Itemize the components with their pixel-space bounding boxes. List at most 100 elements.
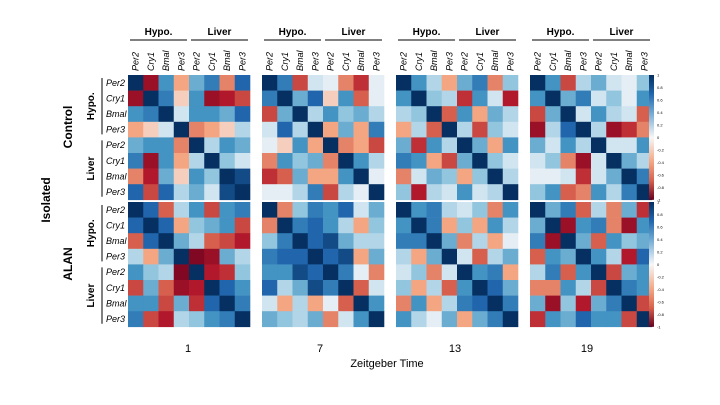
heatmap-cell (158, 184, 175, 201)
heatmap-cell (560, 280, 577, 296)
heatmap-cell (487, 202, 504, 218)
heatmap-cell (396, 168, 412, 185)
heatmap-cell (323, 121, 339, 138)
column-gene-label: Per2 (533, 52, 543, 71)
heatmap-cell (323, 75, 339, 91)
heatmap-cell (234, 106, 251, 123)
heatmap-cell (158, 311, 175, 328)
heatmap-cell (368, 202, 385, 218)
time-label-19: 19 (581, 343, 593, 355)
heatmap-cell (575, 264, 592, 281)
heatmap-cell (396, 137, 412, 154)
heatmap-cell (219, 248, 236, 265)
heatmap-cell (219, 168, 236, 185)
heatmap-cell (426, 217, 443, 234)
heatmap-cell (560, 202, 577, 218)
heatmap-cell (262, 248, 278, 265)
heatmap-cell (204, 217, 220, 234)
heatmap-cell (560, 75, 577, 91)
heatmap-cell (189, 75, 205, 91)
heatmap-cell (173, 137, 190, 154)
colorbar-tick-label: 0.6 (657, 224, 663, 229)
heatmap-cell (502, 264, 519, 281)
heatmap-cell (530, 184, 546, 201)
tissue-row-label-liver: Liver (86, 284, 97, 308)
heatmap-cell (143, 75, 159, 91)
heatmap-cell (323, 280, 339, 296)
heatmap-cell (441, 248, 458, 265)
colorbar-tick-label: -0.4 (657, 287, 665, 292)
heatmap-cell (575, 295, 592, 312)
heatmap-cell (396, 106, 412, 123)
heatmap-cell (128, 90, 144, 107)
heatmap-cell (636, 202, 653, 218)
heatmap-cell (368, 295, 385, 312)
heatmap-cell (292, 280, 309, 296)
row-gene-label: Per3 (106, 314, 125, 324)
heatmap-cell (621, 248, 638, 265)
heatmap-cell (396, 184, 412, 201)
heatmap-cell (353, 137, 370, 154)
heatmap-cell (487, 311, 504, 328)
column-gene-label: Per3 (310, 52, 320, 71)
heatmap-cell (426, 153, 443, 169)
heatmap-cell (441, 106, 458, 123)
heatmap-cell (545, 202, 561, 218)
row-gene-label: Cry1 (106, 283, 125, 293)
heatmap-cell (472, 233, 488, 250)
heatmap-cell (606, 202, 622, 218)
heatmap-cell (307, 217, 324, 234)
heatmap-cell (204, 137, 220, 154)
heatmap-cell (262, 217, 278, 234)
heatmap-cell (204, 153, 220, 169)
heatmap-cell (606, 90, 622, 107)
heatmap-cell (338, 137, 354, 154)
heatmap-cell (487, 153, 504, 169)
heatmap-cell (487, 264, 504, 281)
heatmap-panel-alan-zt1 (128, 202, 251, 328)
heatmap-cell (545, 121, 561, 138)
heatmap-cell (158, 153, 175, 169)
heatmap-cell (441, 184, 458, 201)
heatmap-cell (368, 121, 385, 138)
heatmap-cell (173, 248, 190, 265)
heatmap-cell (411, 168, 427, 185)
heatmap-cell (560, 121, 577, 138)
heatmap-cell (338, 75, 354, 91)
column-gene-label: Bmal (222, 49, 232, 71)
heatmap-cell (396, 295, 412, 312)
heatmap-cell (457, 121, 473, 138)
heatmap-cell (530, 311, 546, 328)
column-gene-label: Per2 (399, 52, 409, 71)
heatmap-cell (128, 168, 144, 185)
column-gene-label: Per3 (444, 52, 454, 71)
heatmap-cell (219, 217, 236, 234)
heatmap-cell (441, 153, 458, 169)
colorbar: 10.80.60.40.20-0.2-0.4-0.6-0.8-110.80.60… (649, 73, 665, 329)
time-label-13: 13 (449, 343, 461, 355)
heatmap-cell (158, 233, 175, 250)
column-gene-label: Bmal (429, 49, 439, 71)
heatmap-cell (204, 280, 220, 296)
heatmap-cell (189, 217, 205, 234)
heatmap-cell (591, 75, 607, 91)
heatmap-cell (426, 121, 443, 138)
heatmap-cell (621, 280, 638, 296)
colorbar-tick-label: -0.8 (657, 312, 665, 317)
heatmap-cell (189, 295, 205, 312)
column-gene-label: Cry1 (475, 52, 485, 71)
column-gene-label: Per2 (326, 52, 336, 71)
heatmap-cell (545, 106, 561, 123)
heatmap-cell (262, 184, 278, 201)
heatmap-cell (219, 137, 236, 154)
heatmap-cell (219, 202, 236, 218)
column-gene-label: Per2 (460, 52, 470, 71)
heatmap-cell (530, 202, 546, 218)
heatmap-cell (545, 168, 561, 185)
heatmap-cell (353, 90, 370, 107)
heatmap-cell (575, 75, 592, 91)
heatmap-cell (530, 233, 546, 250)
heatmap-cell (292, 184, 309, 201)
row-gene-label: Bmal (106, 171, 128, 181)
